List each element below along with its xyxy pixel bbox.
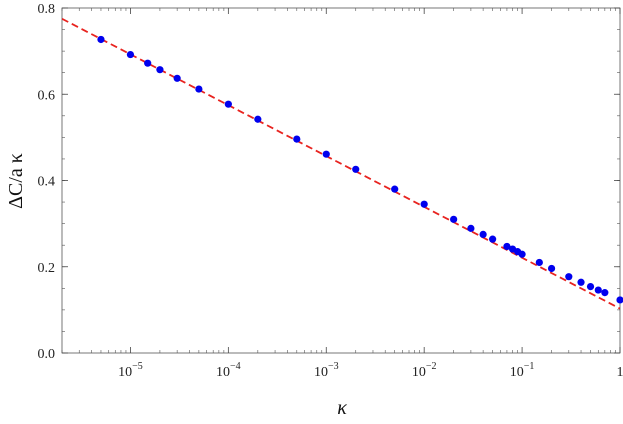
- data-point: [173, 74, 181, 82]
- data-point: [195, 85, 203, 93]
- x-tick-label: 10−2: [412, 361, 437, 380]
- x-axis-title: κ: [337, 397, 347, 419]
- data-point: [293, 135, 301, 143]
- y-tick-label: 0.6: [38, 88, 56, 103]
- x-tick-label: 10−1: [510, 361, 535, 380]
- x-tick-label: 1: [617, 365, 623, 380]
- data-point: [126, 50, 135, 59]
- data-point: [616, 296, 623, 304]
- data-point: [565, 273, 573, 281]
- data-point: [586, 282, 595, 291]
- data-point: [224, 100, 232, 108]
- data-point: [577, 278, 585, 286]
- data-point: [547, 264, 556, 273]
- fit-line-layer: [62, 17, 620, 310]
- plot-frame: [61, 7, 621, 354]
- data-point: [420, 200, 428, 208]
- data-point: [594, 286, 602, 294]
- y-tick-label: 0.0: [38, 347, 56, 362]
- data-point: [450, 215, 458, 223]
- major-ticks: [62, 7, 621, 354]
- data-points: [97, 35, 623, 304]
- y-tick-label: 0.2: [38, 261, 56, 276]
- data-point: [322, 150, 330, 158]
- data-point: [391, 185, 399, 193]
- minor-ticks: [61, 7, 620, 354]
- y-tick-label: 0.4: [38, 175, 56, 190]
- data-point: [467, 224, 475, 232]
- data-point: [479, 230, 487, 239]
- data-point: [518, 250, 526, 258]
- x-tick-label: 10−4: [216, 361, 241, 380]
- data-point: [535, 258, 543, 267]
- fit-line: [62, 17, 620, 310]
- data-point: [352, 165, 360, 173]
- data-point: [97, 35, 105, 44]
- x-tick-label: 10−5: [118, 361, 143, 380]
- data-point: [144, 59, 152, 67]
- x-tick-labels: 10−5 10−4 10−3 10−2 10−1 1: [118, 361, 623, 380]
- y-axis-title: ΔC/a κ: [5, 153, 27, 209]
- data-point: [489, 235, 497, 243]
- y-tick-labels: 0.0 0.2 0.4 0.6 0.8: [38, 2, 56, 362]
- data-point: [156, 66, 164, 74]
- data-point: [601, 289, 609, 297]
- y-tick-label: 0.8: [38, 2, 56, 17]
- data-point: [254, 115, 262, 123]
- data-point: [503, 242, 511, 251]
- x-tick-label: 10−3: [314, 361, 339, 380]
